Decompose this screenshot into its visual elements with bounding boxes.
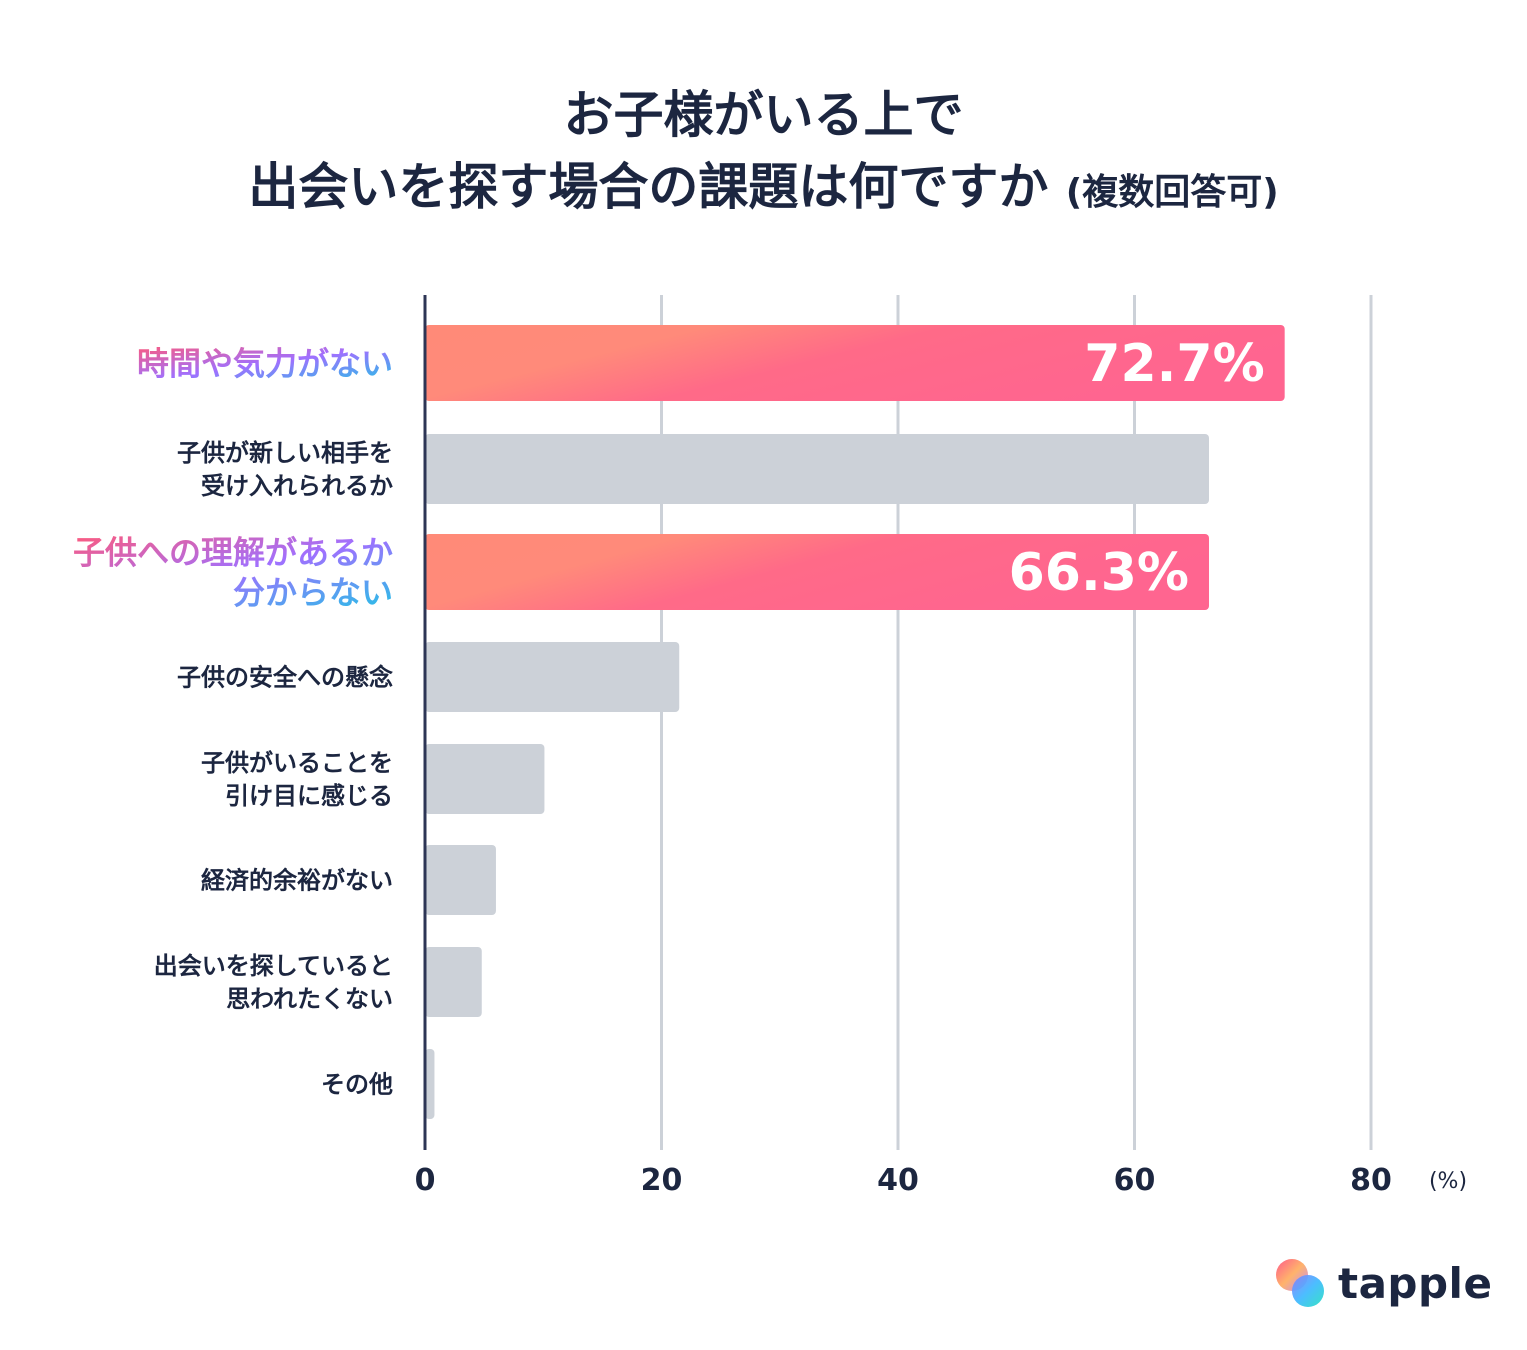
bar-0 (425, 325, 1285, 401)
category-label-6: 出会いを探していると思われたくない (154, 952, 393, 1013)
category-label-4: 子供がいることを引け目に感じる (201, 749, 393, 810)
category-label-6-line-0: 出会いを探していると (154, 952, 393, 980)
x-tick-label-60: 60 (1114, 1163, 1156, 1198)
chart-title-line2-main: 出会いを探す場合の課題は何ですか (248, 158, 1049, 216)
category-label-1-line-1: 受け入れられるか (201, 472, 393, 500)
category-label-4-line-1: 引け目に感じる (225, 782, 393, 810)
x-tick-label-20: 20 (641, 1163, 683, 1198)
category-label-2-line-1: 分からない (233, 574, 393, 612)
tapple-logo: tapple (1272, 1253, 1492, 1313)
bar-4 (425, 744, 545, 814)
category-label-1-line-0: 子供が新しい相手を (177, 439, 393, 467)
category-label-1: 子供が新しい相手を受け入れられるか (177, 439, 393, 500)
category-label-6-line-1: 思われたくない (226, 985, 393, 1013)
category-label-4-line-0: 子供がいることを (201, 749, 393, 777)
bar-1 (425, 434, 1209, 504)
category-label-3-line-0: 子供の安全への懸念 (177, 664, 393, 692)
bar-2 (425, 534, 1209, 610)
category-label-5: 経済的余裕がない (201, 867, 393, 895)
category-label-2: 子供への理解があるか分からない (73, 534, 393, 612)
chart-title-line1: お子様がいる上で (563, 86, 964, 144)
category-label-2-line-0: 子供への理解があるか (73, 534, 393, 572)
bar-3 (425, 642, 680, 712)
tapple-logo-text: tapple (1338, 1258, 1493, 1308)
chart-title-suffix: (複数回答可) (1065, 172, 1279, 213)
x-tick-label-0: 0 (415, 1163, 436, 1198)
category-label-0-line-0: 時間や気力がない (137, 345, 393, 383)
bar-chart: 72.7% 66.3% 時間や気力がない子供が新しい相手を受け入れられるか子供への… (73, 295, 1467, 1198)
chart-title-line2: 出会いを探す場合の課題は何ですか (複数回答可) (0, 156, 1527, 224)
bar-7 (425, 1049, 435, 1119)
x-tick-label-80: 80 (1350, 1163, 1392, 1198)
x-tick-label-40: 40 (877, 1163, 919, 1198)
bar-value-label-2: 66.3% (1009, 543, 1189, 603)
bar-value-label-0: 72.7% (1084, 334, 1264, 394)
category-label-7-line-0: その他 (321, 1071, 393, 1099)
category-label-0: 時間や気力がない (137, 345, 393, 383)
category-label-5-line-0: 経済的余裕がない (201, 867, 393, 895)
category-label-3: 子供の安全への懸念 (177, 664, 393, 692)
x-axis-unit: (%) (1429, 1169, 1467, 1194)
tapple-logo-icon (1276, 1259, 1324, 1307)
bar-6 (425, 947, 482, 1017)
bar-5 (425, 845, 496, 915)
category-label-7: その他 (321, 1071, 393, 1099)
